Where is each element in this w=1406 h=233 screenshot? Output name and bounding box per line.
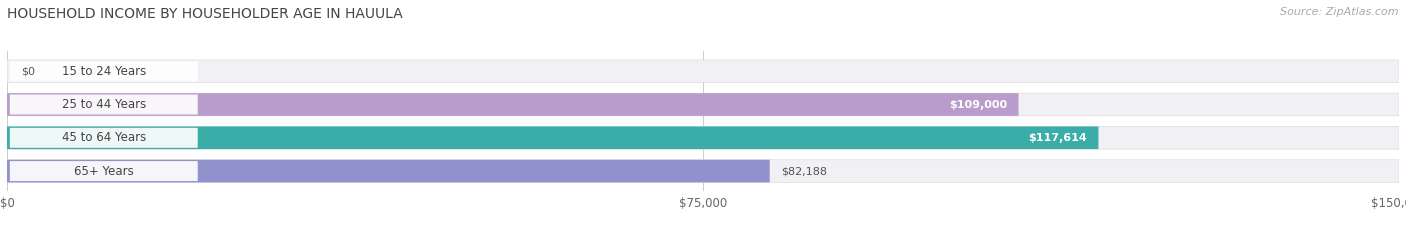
FancyBboxPatch shape xyxy=(7,60,1399,82)
Text: $82,188: $82,188 xyxy=(780,166,827,176)
FancyBboxPatch shape xyxy=(7,127,1098,149)
Text: 15 to 24 Years: 15 to 24 Years xyxy=(62,65,146,78)
FancyBboxPatch shape xyxy=(7,127,1399,149)
Text: 25 to 44 Years: 25 to 44 Years xyxy=(62,98,146,111)
Text: $0: $0 xyxy=(21,66,35,76)
Text: 65+ Years: 65+ Years xyxy=(75,164,134,178)
Text: 45 to 64 Years: 45 to 64 Years xyxy=(62,131,146,144)
FancyBboxPatch shape xyxy=(7,93,1018,116)
FancyBboxPatch shape xyxy=(7,93,1399,116)
FancyBboxPatch shape xyxy=(7,160,1399,182)
FancyBboxPatch shape xyxy=(10,95,198,114)
Text: $109,000: $109,000 xyxy=(949,99,1007,110)
Text: $117,614: $117,614 xyxy=(1029,133,1087,143)
Text: Source: ZipAtlas.com: Source: ZipAtlas.com xyxy=(1281,7,1399,17)
FancyBboxPatch shape xyxy=(7,160,769,182)
Text: HOUSEHOLD INCOME BY HOUSEHOLDER AGE IN HAUULA: HOUSEHOLD INCOME BY HOUSEHOLDER AGE IN H… xyxy=(7,7,402,21)
FancyBboxPatch shape xyxy=(10,128,198,148)
FancyBboxPatch shape xyxy=(10,61,198,81)
FancyBboxPatch shape xyxy=(10,161,198,181)
